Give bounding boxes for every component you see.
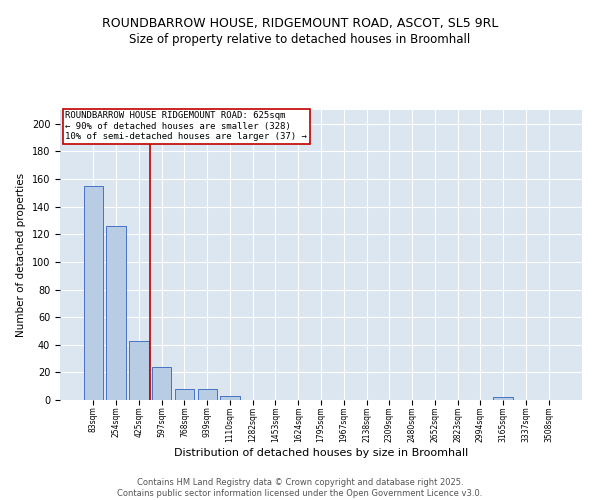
Text: Contains HM Land Registry data © Crown copyright and database right 2025.
Contai: Contains HM Land Registry data © Crown c… [118, 478, 482, 498]
X-axis label: Distribution of detached houses by size in Broomhall: Distribution of detached houses by size … [174, 448, 468, 458]
Bar [220, 396, 239, 400]
Bar [129, 340, 149, 400]
Text: ROUNDBARROW HOUSE RIDGEMOUNT ROAD: 625sqm
← 90% of detached houses are smaller (: ROUNDBARROW HOUSE RIDGEMOUNT ROAD: 625sq… [65, 112, 307, 141]
Text: ROUNDBARROW HOUSE, RIDGEMOUNT ROAD, ASCOT, SL5 9RL: ROUNDBARROW HOUSE, RIDGEMOUNT ROAD, ASCO… [102, 18, 498, 30]
Text: Size of property relative to detached houses in Broomhall: Size of property relative to detached ho… [130, 32, 470, 46]
Bar [84, 186, 103, 400]
Y-axis label: Number of detached properties: Number of detached properties [16, 173, 26, 337]
Bar [197, 389, 217, 400]
Bar [175, 389, 194, 400]
Bar [152, 367, 172, 400]
Bar [493, 397, 513, 400]
Bar [106, 226, 126, 400]
